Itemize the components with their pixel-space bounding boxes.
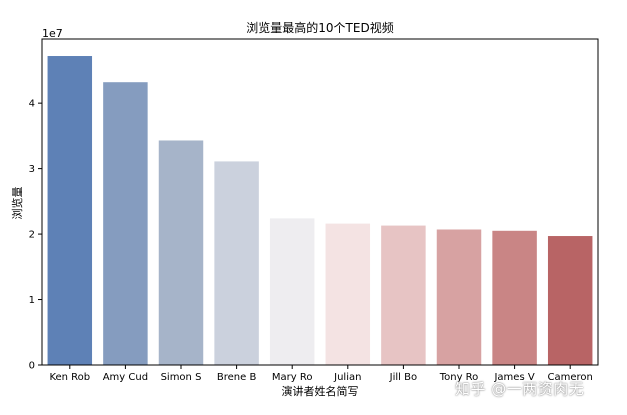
bar [325,223,371,365]
x-tick-label: Jill Bo [389,372,417,383]
x-tick-label: James V [493,372,534,383]
chart-title: 浏览量最高的10个TED视频 [246,20,393,35]
y-tick-label: 0 [29,361,35,372]
y-axis-offset-label: 1e7 [42,27,63,40]
plot-frame [41,38,599,366]
x-tick-label: Tony Ro [439,372,479,383]
bar [103,82,148,365]
bar [381,225,426,365]
x-tick-label: Amy Cud [103,372,148,383]
bar [214,161,259,365]
x-axis-label: 演讲者姓名简写 [282,384,359,398]
y-tick-label: 1 [29,295,35,306]
x-tick-label: Cameron [548,372,593,383]
y-tick-label: 2 [29,230,35,241]
x-tick-label: Simon S [161,372,202,383]
bar [47,56,93,366]
watermark: 知乎 @一两资肉无 [455,380,585,398]
y-axis-label: 浏览量 [10,187,24,220]
y-tick-label: 3 [29,164,35,175]
bar [492,230,537,365]
x-tick-label: Julian [333,372,361,383]
bar [158,140,204,365]
x-tick-label: Brene B [217,372,257,383]
x-tick-label: Mary Ro [272,372,313,383]
bar [269,218,315,365]
bar [436,229,482,365]
x-tick-label: Ken Rob [49,372,90,383]
bar [547,236,593,365]
y-tick-label: 4 [29,99,35,110]
